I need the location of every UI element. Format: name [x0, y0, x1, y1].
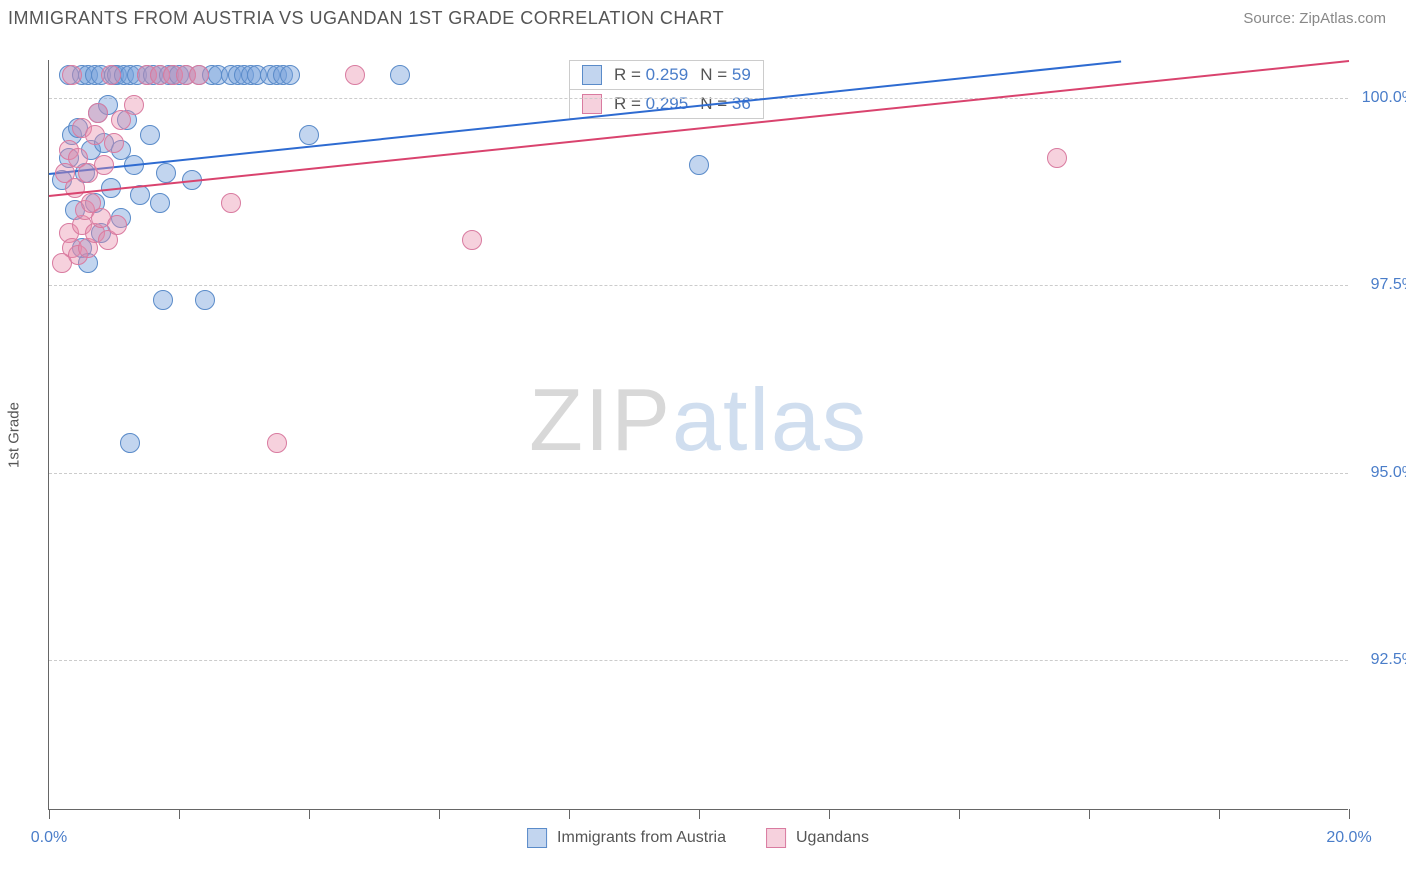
legend: Immigrants from Austria Ugandans: [527, 828, 869, 848]
data-point: [299, 125, 319, 145]
stat-swatch: [582, 65, 602, 85]
x-tick: [959, 809, 960, 819]
data-point: [195, 290, 215, 310]
data-point: [88, 103, 108, 123]
legend-label: Immigrants from Austria: [557, 829, 726, 847]
data-point: [107, 215, 127, 235]
data-point: [153, 290, 173, 310]
x-tick: [439, 809, 440, 819]
x-tick: [569, 809, 570, 819]
chart-title: IMMIGRANTS FROM AUSTRIA VS UGANDAN 1ST G…: [8, 8, 724, 29]
x-tick: [699, 809, 700, 819]
chart-container: 1st Grade ZIPatlas R = 0.259N = 59R = 0.…: [48, 60, 1348, 810]
legend-item: Immigrants from Austria: [527, 828, 726, 848]
y-axis-label: 1st Grade: [6, 402, 23, 468]
y-tick-label: 100.0%: [1362, 89, 1406, 107]
data-point: [689, 155, 709, 175]
data-point: [101, 65, 121, 85]
gridline: [49, 660, 1348, 661]
x-tick: [1219, 809, 1220, 819]
data-point: [62, 65, 82, 85]
data-point: [267, 433, 287, 453]
data-point: [345, 65, 365, 85]
chart-source: Source: ZipAtlas.com: [1243, 10, 1386, 27]
data-point: [124, 95, 144, 115]
data-point: [120, 433, 140, 453]
data-point: [280, 65, 300, 85]
legend-item: Ugandans: [766, 828, 869, 848]
gridline: [49, 98, 1348, 99]
data-point: [390, 65, 410, 85]
data-point: [1047, 148, 1067, 168]
y-tick-label: 92.5%: [1371, 651, 1406, 669]
gridline: [49, 473, 1348, 474]
stat-n-label: N = 59: [700, 65, 751, 85]
x-tick-label: 0.0%: [31, 829, 67, 847]
stat-row: R = 0.295N = 36: [570, 89, 763, 118]
data-point: [94, 155, 114, 175]
x-tick: [309, 809, 310, 819]
data-point: [156, 163, 176, 183]
plot-area: ZIPatlas R = 0.259N = 59R = 0.295N = 36 …: [48, 60, 1348, 810]
stat-r-label: R = 0.259: [614, 65, 688, 85]
data-point: [189, 65, 209, 85]
data-point: [150, 193, 170, 213]
legend-swatch: [527, 828, 547, 848]
data-point: [221, 193, 241, 213]
x-tick: [49, 809, 50, 819]
y-tick-label: 97.5%: [1371, 276, 1406, 294]
x-tick: [1349, 809, 1350, 819]
data-point: [462, 230, 482, 250]
gridline: [49, 285, 1348, 286]
legend-label: Ugandans: [796, 829, 869, 847]
legend-swatch: [766, 828, 786, 848]
chart-header: IMMIGRANTS FROM AUSTRIA VS UGANDAN 1ST G…: [0, 0, 1406, 33]
x-tick: [829, 809, 830, 819]
stat-row: R = 0.259 N = 59: [570, 61, 763, 89]
x-tick-label: 20.0%: [1326, 829, 1371, 847]
y-tick-label: 95.0%: [1371, 464, 1406, 482]
data-point: [140, 125, 160, 145]
x-tick: [1089, 809, 1090, 819]
data-point: [85, 125, 105, 145]
x-tick: [179, 809, 180, 819]
data-point: [104, 133, 124, 153]
watermark: ZIPatlas: [529, 369, 868, 471]
